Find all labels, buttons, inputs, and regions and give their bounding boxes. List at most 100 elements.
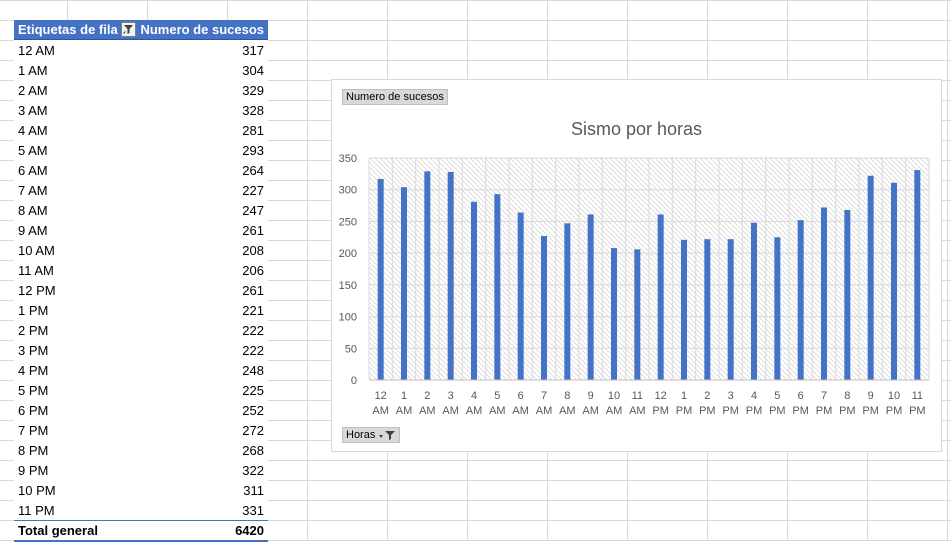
pivot-row[interactable]: 12 PM 261: [14, 280, 268, 300]
bar-5-pm: [774, 237, 781, 380]
total-row[interactable]: Total general 6420: [14, 520, 268, 542]
filter-icon[interactable]: [120, 22, 137, 37]
bar-12-am: [377, 178, 384, 380]
pivot-row[interactable]: 4 PM 248: [14, 360, 268, 380]
x-tick-label: 12 AM: [372, 390, 389, 417]
pivot-row[interactable]: 12 AM 317: [14, 40, 268, 60]
row-value: 328: [242, 102, 264, 118]
x-tick-label: 10 AM: [606, 390, 623, 417]
row-value: 317: [242, 42, 264, 58]
bar-1-am: [401, 187, 407, 380]
x-tick-label: 5 PM: [769, 390, 786, 417]
row-label: 12 AM: [18, 42, 55, 58]
row-value: 268: [242, 442, 264, 458]
row-label: 2 PM: [18, 322, 49, 338]
pivot-chart[interactable]: Numero de sucesos Sismo por horas 0 50 100…: [331, 79, 942, 452]
row-value: 322: [242, 462, 264, 478]
pivot-row[interactable]: 8 AM 247: [14, 200, 268, 220]
x-tick-label: 5 AM: [489, 390, 506, 417]
pivot-row[interactable]: 4 AM 281: [14, 120, 268, 140]
pivot-row[interactable]: 9 AM 261: [14, 220, 268, 240]
pivot-row[interactable]: 11 AM 206: [14, 260, 268, 280]
pivot-row[interactable]: 2 PM 222: [14, 320, 268, 340]
row-value: 264: [242, 162, 264, 178]
x-tick-label: 6 AM: [512, 390, 529, 417]
pivot-row[interactable]: 7 PM 272: [14, 420, 268, 440]
row-value: 331: [242, 502, 264, 518]
row-label: 8 PM: [18, 442, 49, 458]
x-tick-label: 3 AM: [442, 390, 459, 417]
x-tick-label: 4 AM: [466, 390, 483, 417]
pivot-row[interactable]: 1 PM 221: [14, 300, 268, 320]
x-tick-label: 8 AM: [559, 390, 576, 417]
pivot-header-row: Etiquetas de fila Numero de sucesos: [14, 20, 268, 40]
pivot-row[interactable]: 5 PM 225: [14, 380, 268, 400]
pivot-row[interactable]: 3 PM 222: [14, 340, 268, 360]
row-label: 5 PM: [18, 382, 49, 398]
y-tick-label: 0: [351, 375, 357, 387]
row-value: 293: [242, 142, 264, 158]
dropdown-filter-icon: [378, 430, 396, 441]
row-label: 6 PM: [18, 402, 49, 418]
row-labels-header[interactable]: Etiquetas de fila: [18, 22, 118, 37]
row-label: 9 AM: [18, 222, 48, 238]
row-value: 248: [242, 362, 264, 378]
pivot-rows: 12 AM 317 1 AM 304 2 AM 329 3 AM 328 4 AM 281 5 AM…: [14, 40, 268, 520]
pivot-row[interactable]: 8 PM 268: [14, 440, 268, 460]
y-tick-label: 50: [345, 343, 357, 355]
bar-8-am: [564, 223, 571, 380]
pivot-row[interactable]: 10 PM 311: [14, 480, 268, 500]
row-label: 1 AM: [18, 62, 48, 78]
y-tick-label: 100: [339, 312, 357, 324]
x-tick-label: 9 PM: [862, 390, 879, 417]
values-header[interactable]: Numero de sucesos: [140, 22, 264, 37]
pivot-row[interactable]: 1 AM 304: [14, 60, 268, 80]
x-tick-label: 7 PM: [816, 390, 833, 417]
bar-2-am: [424, 171, 431, 380]
pivot-row[interactable]: 6 AM 264: [14, 160, 268, 180]
row-label: 10 PM: [18, 482, 56, 498]
bar-10-pm: [891, 182, 897, 380]
x-tick-label: 11 AM: [629, 390, 646, 417]
row-value: 222: [242, 342, 264, 358]
row-label: 2 AM: [18, 82, 48, 98]
bar-3-am: [447, 171, 454, 380]
row-value: 261: [242, 222, 264, 238]
bar-3-pm: [727, 239, 734, 380]
x-tick-label: 10 PM: [886, 390, 903, 417]
row-label: 4 AM: [18, 122, 48, 138]
row-value: 261: [242, 282, 264, 298]
pivot-row[interactable]: 7 AM 227: [14, 180, 268, 200]
row-value: 304: [242, 62, 264, 78]
pivot-row[interactable]: 6 PM 252: [14, 400, 268, 420]
row-label: 9 PM: [18, 462, 49, 478]
pivot-row[interactable]: 5 AM 293: [14, 140, 268, 160]
bar-4-am: [471, 201, 477, 380]
bar-10-am: [611, 248, 617, 380]
pivot-row[interactable]: 9 PM 322: [14, 460, 268, 480]
row-value: 252: [242, 402, 264, 418]
y-tick-label: 250: [339, 216, 357, 228]
row-label: 7 PM: [18, 422, 49, 438]
pivot-row[interactable]: 11 PM 331: [14, 500, 268, 520]
chart-title: Sismo por horas: [570, 119, 703, 139]
axis-field-button[interactable]: Horas: [342, 427, 401, 443]
bar-11-pm: [914, 170, 921, 380]
x-tick-label: 7 AM: [536, 390, 553, 417]
pivot-row[interactable]: 3 AM 328: [14, 100, 268, 120]
x-tick-label: 6 PM: [792, 390, 809, 417]
pivot-row[interactable]: 10 AM 208: [14, 240, 268, 260]
value-field-label: Numero de sucesos: [346, 91, 444, 103]
row-value: 311: [243, 482, 264, 498]
x-tick-label: 2 PM: [699, 390, 716, 417]
x-tick-label: 3 PM: [722, 390, 739, 417]
y-tick-label: 150: [339, 280, 357, 292]
row-value: 329: [242, 82, 264, 98]
pivot-row[interactable]: 2 AM 329: [14, 80, 268, 100]
pivot-table[interactable]: Etiquetas de fila Numero de sucesos 12 A…: [14, 20, 268, 542]
bar-2-pm: [704, 239, 711, 380]
bar-7-am: [541, 236, 547, 380]
row-value: 208: [242, 242, 264, 258]
value-field-button[interactable]: Numero de sucesos: [342, 89, 448, 105]
chart-plot: 0 50 100 150 200 250 300 350 12 AM 1 AM 2 AM 3 AM 4 AM 5 AM…: [339, 153, 930, 417]
